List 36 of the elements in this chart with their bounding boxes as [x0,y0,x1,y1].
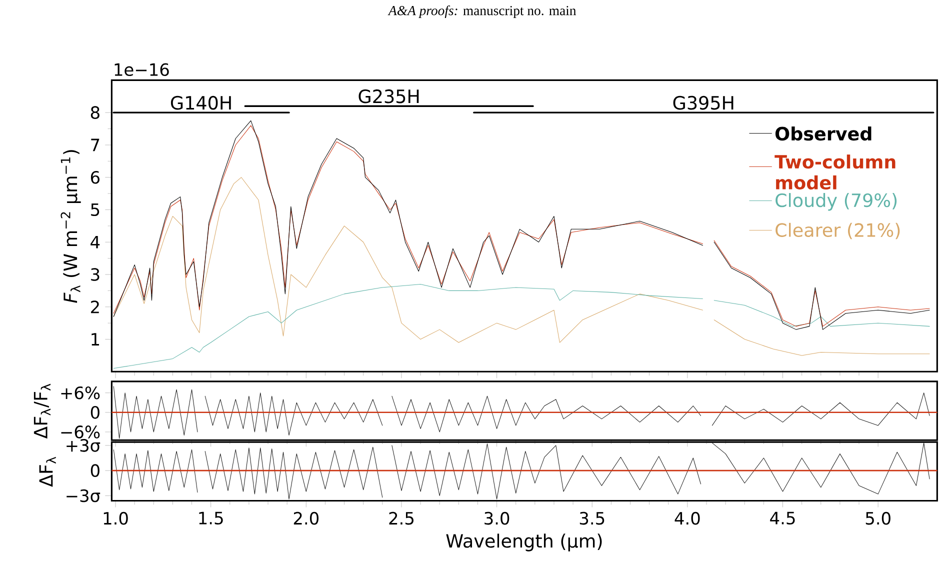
y-tick-label: 2 [91,300,99,313]
x-tick-label: 1.5 [199,512,223,524]
y-tick-label: 0 [90,464,100,477]
series-label: G395H [673,96,734,110]
legend-label: Observed [775,126,872,140]
legend-label: Cloudy (79%) [776,192,897,211]
x-tick-label: 2.5 [389,512,414,525]
y-axis-title: F$_{λ}$ (W m$^{−2}$ µm$^{−1}$) [60,150,81,303]
x-tick-label: 4.0 [674,512,700,525]
legend-label: Two-column model [774,154,896,190]
y-tick-label: 8 [90,106,100,119]
x-tick-label: 4.5 [770,512,795,524]
y-tick-label: 4 [90,236,100,248]
legend-label: Clearer (21%) [776,222,900,239]
y-axis-title: ΔF$_{λ}$/F$_{λ}$ [34,384,51,438]
x-tick-label: 5.0 [866,512,890,525]
y-tick-label: 3 [91,268,100,281]
y-axis-title: ΔF$_{λ}$ [39,456,56,487]
x-tick-label: 1.0 [104,512,128,525]
y-tick-label: +6% [61,386,100,400]
series-label: G235H [358,89,419,104]
y-tick-label: 7 [91,138,100,151]
y-tick-label: 1 [92,332,100,346]
y-tick-label: 0 [90,406,100,419]
series-label: G140H [170,96,231,110]
y-tick-label: −3σ [66,489,100,502]
x-axis-title: Wavelength (µm) [446,533,602,552]
x-tick-label: 3.5 [580,512,604,525]
y-tick-label: 6 [90,170,100,184]
y-tick-label: −6% [61,425,100,438]
y-tick-label: +3σ [66,438,100,452]
text: 1e−16 [114,63,169,76]
x-tick-label: 2.0 [294,512,318,525]
x-tick-label: 3.0 [484,512,510,525]
y-tick-label: 5 [91,203,100,216]
text: A&A proofs: manuscript no. main [388,5,576,18]
